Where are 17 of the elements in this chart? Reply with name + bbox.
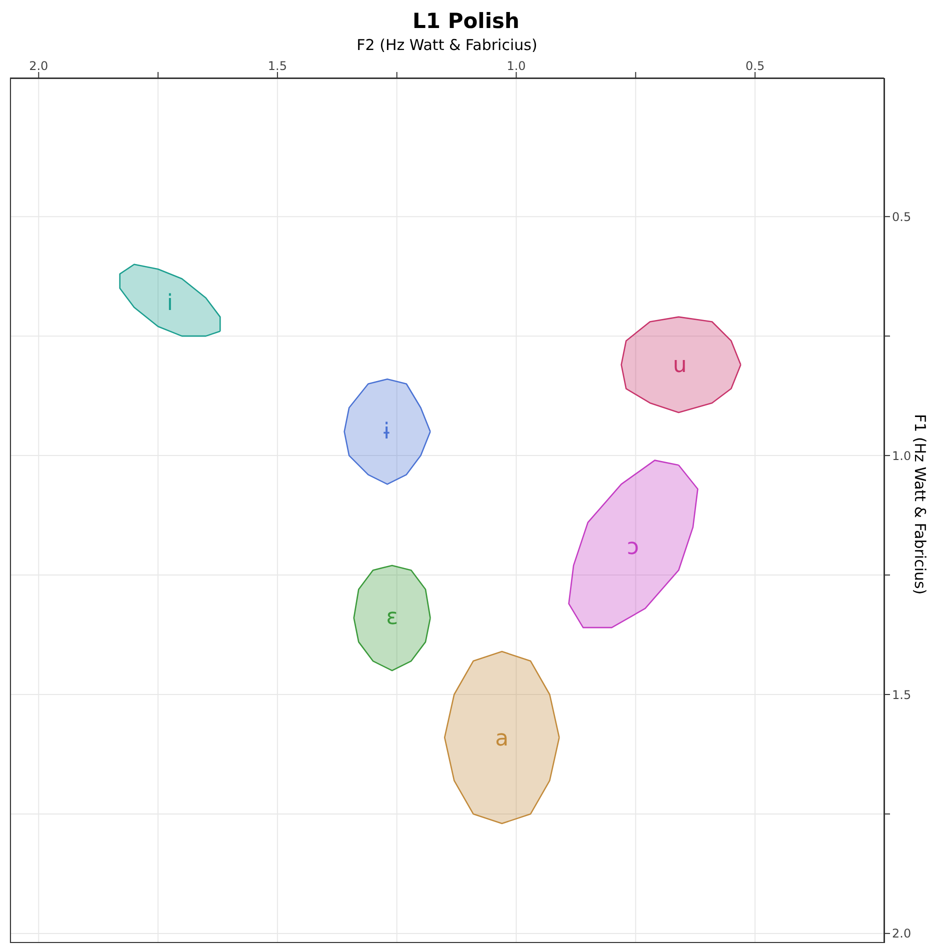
x-axis-title: F2 (Hz Watt & Fabricius) [356, 36, 538, 54]
y-tick-label: 2.0 [892, 926, 912, 941]
series-label: ɔ [626, 534, 639, 560]
series-label: i [166, 291, 174, 316]
series-label: u [672, 352, 687, 378]
series-label: ɨ [383, 420, 390, 445]
y-tick-label: 0.5 [892, 210, 912, 224]
x-tick-label: 1.0 [506, 59, 526, 73]
y-tick-label: 1.0 [892, 448, 912, 463]
y-axis-title: F1 (Hz Watt & Fabricius) [911, 414, 929, 595]
y-tick-label: 1.5 [892, 688, 912, 702]
series-label: a [495, 726, 509, 752]
x-tick-label: 2.0 [29, 59, 48, 73]
series-label: ɛ [386, 605, 398, 630]
chart-title: L1 Polish [412, 8, 520, 34]
x-tick-label: 0.5 [746, 59, 765, 73]
x-tick-label: 1.5 [268, 59, 287, 73]
